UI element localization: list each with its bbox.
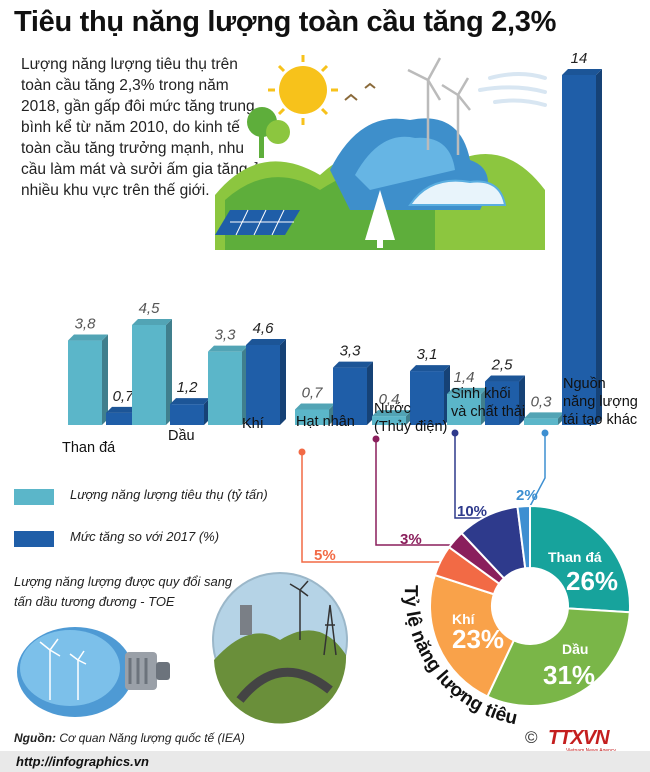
legend-label-consumption: Lượng năng lượng tiêu thụ (tỷ tấn) [70,487,268,502]
pie-slice-value-2: 31% [543,660,595,690]
leader-dot-6 [451,429,459,437]
pie-slice-2 [486,607,631,707]
category-label-2: Dầu [168,428,195,444]
intro-text: Lượng năng lượng tiêu thụ trên toàn cầu … [21,56,262,199]
pie-small-label-6: 10% [457,503,487,520]
bar-consumption-4 [295,403,335,425]
source-label: Nguồn: [14,731,56,745]
bar-label-growth-2: 1,2 [177,379,199,396]
leader-line-4 [301,452,445,563]
bar-consumption-1 [68,334,108,425]
bar-label-growth-5: 3,1 [417,346,438,363]
bar-growth-6 [485,375,525,425]
bar-growth-2 [170,398,210,425]
bar-label-consumption-7: 0,3 [531,393,553,410]
bar-consumption-7 [524,412,564,425]
bar-label-consumption-5: 0,4 [379,391,400,408]
bar-chart: 3,8 0,7 4,5 1,2 3,3 4,6 0,7 3,3 0,4 3,1 1,4 2,5 0,3 1… [62,50,638,456]
footer-bar: http://infographics.vn [0,751,650,772]
bar-label-consumption-4: 0,7 [302,384,324,401]
pie-small-label-4: 5% [314,547,336,564]
bar-label-consumption-1: 3,8 [75,316,97,333]
category-label-3: Khí [242,416,264,432]
bar-label-growth-7: 14 [571,50,588,67]
legend-swatch-consumption [14,489,54,505]
bar-growth-5 [410,365,450,425]
landscape-illustration [215,55,547,250]
pie-slice-value-3: 23% [452,624,504,654]
pie-slice-name-2: Dầu [562,641,588,657]
page-title: Tiêu thụ năng lượng toàn cầu tăng 2,3% [14,6,557,38]
bar-growth-4 [333,361,373,425]
category-label-6: Sinh khối và chất thải [451,386,525,420]
toe-note: Lượng năng lượng được quy đổi sang tấn d… [14,574,233,609]
pie-slice-name-1: Than đá [548,549,602,565]
pie-slice-name-3: Khí [452,611,476,627]
category-label-1: Than đá [62,440,116,456]
bar-label-growth-4: 3,3 [340,343,362,360]
bar-consumption-2 [132,319,172,425]
copyright-icon: © [525,728,538,747]
leader-line-7 [527,433,546,511]
pie-small-label-5: 3% [400,531,422,548]
ttxvn-logo: TTXVN [548,727,610,749]
bar-label-consumption-6: 1,4 [454,369,475,386]
source-line: Nguồn: Cơ quan Năng lượng quốc tế (IEA) [14,731,245,745]
source-text: Cơ quan Năng lượng quốc tế (IEA) [59,731,245,745]
lightbulb-illustration [17,627,170,717]
bar-growth-3 [246,339,286,425]
bar-label-growth-6: 2,5 [491,357,514,374]
globe-illustration [212,572,348,724]
bar-label-consumption-3: 3,3 [215,327,237,344]
pie-slice-3 [429,573,516,698]
leader-dot-4 [298,448,306,456]
legend-label-growth: Mức tăng so với 2017 (%) [70,529,220,544]
category-label-4: Hạt nhân [296,414,355,430]
leader-line-5 [375,439,452,546]
leader-line-6 [454,433,485,519]
bar-growth-7 [562,69,602,425]
leader-dot-7 [541,429,549,437]
bar-label-growth-3: 4,6 [253,320,275,337]
legend-swatch-growth [14,531,54,547]
bar-consumption-3 [208,345,248,425]
category-label-5: Nước (Thủy điện) [374,401,447,435]
bar-label-growth-1: 0,7 [113,388,135,405]
pie-leader-lines: 5% 3% 10% 2% [298,429,549,564]
leader-dot-5 [372,435,380,443]
pie-slice-7 [516,504,531,570]
category-label-7: Nguồn năng lượng tái tạo khác [563,376,638,428]
footer-link[interactable]: http://infographics.vn [16,754,149,769]
pie-small-label-7: 2% [516,487,538,504]
pie-slice-1 [529,504,631,614]
bar-label-consumption-2: 4,5 [139,300,161,317]
pie-slice-value-1: 26% [566,566,618,596]
